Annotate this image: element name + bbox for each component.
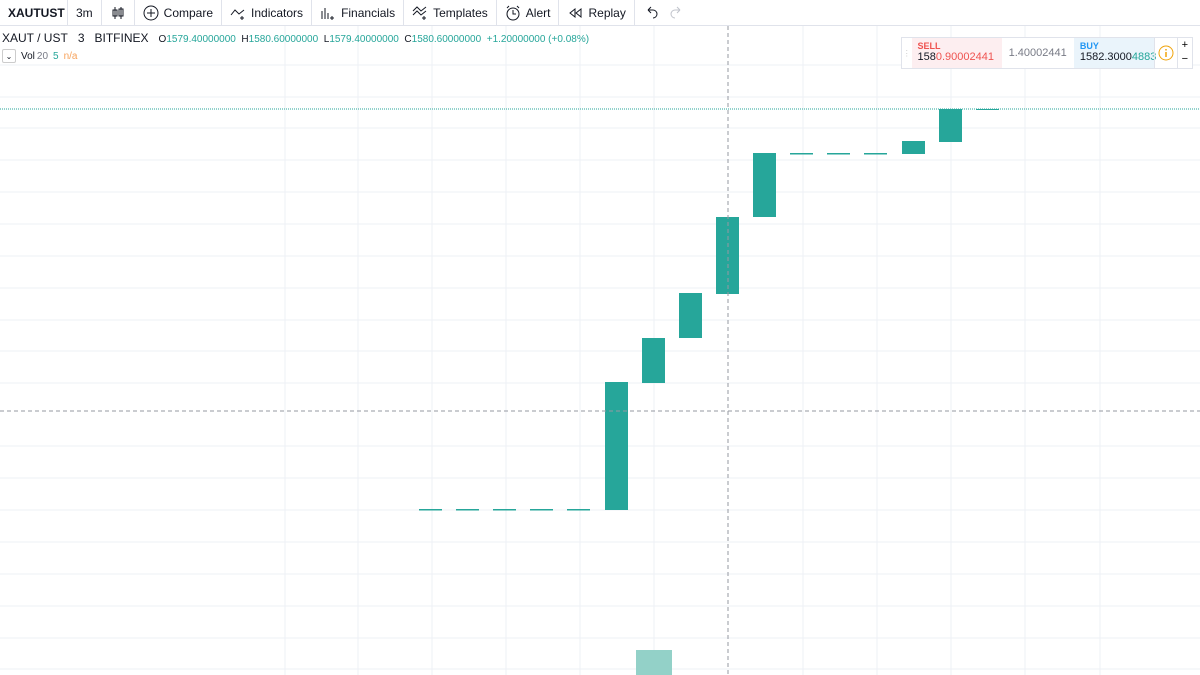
replay-button[interactable]: Replay [559, 0, 635, 25]
undo-redo[interactable] [635, 0, 693, 25]
ohlc-key: O [158, 34, 167, 45]
spread: 1.40002441 [1008, 47, 1067, 59]
sell-main: 158 [917, 51, 936, 63]
financials-button[interactable]: Financials [312, 0, 405, 25]
ohlc-key: H [241, 34, 249, 45]
ohlc-value: 1580.60000000 [411, 34, 482, 45]
vol-ma: n/a [63, 50, 78, 62]
interval[interactable]: 3m [68, 0, 102, 25]
ohlc-key: C [404, 34, 412, 45]
buy-label: BUY [1079, 41, 1099, 51]
chart-type[interactable] [102, 0, 135, 25]
buy-rest: 4883 [1131, 51, 1157, 63]
legend-interval: 3 [77, 31, 85, 45]
ohlc-value: 1579.40000000 [166, 34, 236, 45]
alert-button[interactable]: Alert [497, 0, 560, 25]
vol-label: Vol [21, 50, 35, 62]
exchange: BITFINEX [94, 31, 149, 45]
legend: XAUT / UST 3 BITFINEX O1579.40000000 H15… [2, 31, 589, 45]
compare-button[interactable]: Compare [135, 0, 223, 25]
qty-minus[interactable]: − [1181, 53, 1189, 65]
change: +1.20000000 (+0.08%) [486, 34, 590, 45]
financials-label: Financials [341, 5, 396, 20]
ohlc-value: 1580.60000000 [248, 34, 319, 45]
templates-label: Templates [433, 5, 488, 20]
drag-handle[interactable]: ⋮ [902, 48, 911, 58]
toolbar: XAUTUST 3m Compare Indicators Financials… [0, 0, 1200, 26]
qty-plus[interactable]: + [1181, 39, 1189, 51]
pair: XAUT / UST [2, 31, 68, 45]
templates-button[interactable]: Templates [404, 0, 497, 25]
sell-button[interactable]: SELL 1580.90002441 [911, 38, 1002, 68]
collapse-toggle[interactable]: ⌄ [2, 49, 16, 63]
symbol[interactable]: XAUTUST [0, 0, 68, 25]
replay-label: Replay [588, 5, 626, 20]
alert-label: Alert [525, 5, 551, 20]
buy-button[interactable]: BUY 1582.30004883 [1073, 38, 1157, 68]
vol-value: 5 [53, 50, 59, 62]
compare-label: Compare [163, 5, 214, 20]
grid [0, 26, 1200, 675]
chart-area [0, 26, 1200, 675]
sell-rest: 0.90002441 [935, 51, 994, 63]
indicators-label: Indicators [251, 5, 304, 20]
trade-widget: ⋮ SELL 1580.90002441 1.40002441 BUY 1582.3… [901, 37, 1193, 69]
info-button[interactable] [1153, 38, 1177, 68]
volume-bar [636, 650, 672, 675]
ohlc-key: L [323, 34, 330, 45]
volume-legend: ⌄ Vol 20 5 n/a [2, 49, 78, 63]
candles [419, 109, 999, 511]
sell-label: SELL [917, 41, 941, 51]
ohlc-value: 1579.40000000 [329, 34, 399, 45]
indicators-button[interactable]: Indicators [222, 0, 313, 25]
buy-main: 1582.3000 [1079, 51, 1132, 63]
vol-length: 20 [36, 50, 49, 62]
